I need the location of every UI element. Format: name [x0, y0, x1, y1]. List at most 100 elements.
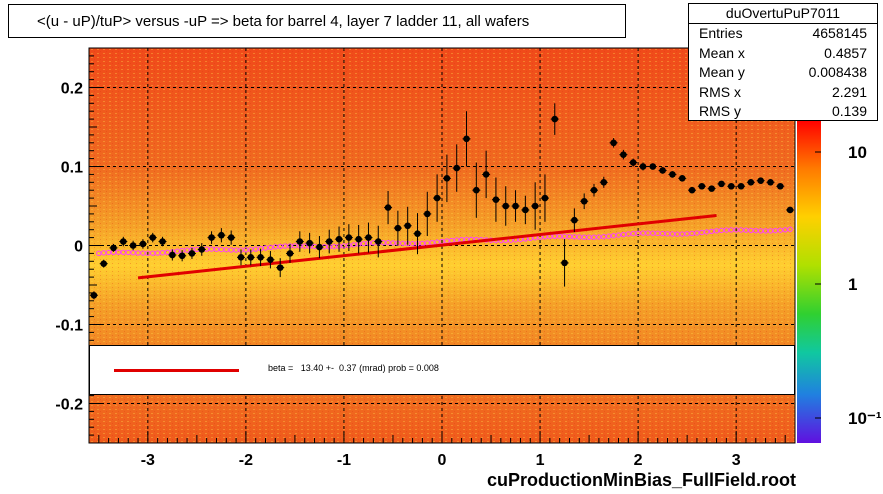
profile-circle — [272, 244, 279, 250]
profile-circle — [208, 246, 215, 252]
profile-circle — [674, 231, 681, 237]
profile-circle — [120, 249, 127, 255]
data-point — [737, 182, 745, 190]
data-point — [296, 238, 304, 245]
profile-circle — [150, 250, 156, 256]
plot-title-text: <(u - uP)/tuP> versus -uP => beta for ba… — [37, 12, 530, 30]
stats-box: duOvertuPuP7011 Entries 4658145 Mean x 0… — [688, 3, 878, 121]
data-point — [620, 151, 627, 158]
fit-line — [137, 213, 717, 280]
profile-circle — [409, 240, 416, 247]
stats-value: 0.4857 — [824, 44, 867, 61]
profile-circle — [762, 228, 769, 234]
profile-circle — [757, 228, 764, 234]
data-point — [198, 246, 206, 253]
colorbar-tick-label: 10⁻¹ — [848, 409, 882, 428]
profile-circle — [743, 227, 749, 233]
data-point — [590, 186, 598, 194]
profile-circle — [684, 231, 690, 237]
x-tick-label: 3 — [732, 452, 741, 469]
profile-circle — [669, 231, 676, 237]
data-point — [188, 250, 196, 257]
data-point — [404, 222, 411, 230]
profile-circle — [723, 227, 730, 233]
profile-circle — [331, 243, 337, 250]
data-point — [463, 135, 470, 143]
colorbar — [797, 120, 821, 443]
data-point — [600, 179, 608, 186]
profile-circle — [777, 227, 783, 233]
y-tick-label: 0.2 — [61, 81, 83, 98]
data-point — [414, 230, 421, 237]
data-point — [306, 239, 313, 247]
data-point — [512, 202, 519, 210]
profile-circle — [679, 231, 685, 237]
profile-circle — [145, 250, 151, 256]
profile-circle — [738, 227, 744, 233]
profile-circle — [164, 249, 171, 256]
profile-circle — [659, 230, 666, 237]
data-point — [139, 240, 147, 248]
profile-circle — [610, 232, 617, 239]
profile-circle — [390, 240, 396, 246]
profile-circle — [591, 234, 597, 240]
stats-label: RMS x — [699, 83, 741, 100]
data-point — [502, 202, 510, 210]
data-point — [482, 171, 490, 178]
data-point — [365, 234, 372, 241]
plot-title: <(u - uP)/tuP> versus -uP => beta for ba… — [8, 4, 626, 38]
data-point — [169, 251, 176, 259]
profile-circle — [282, 243, 288, 249]
profile-circle — [385, 240, 391, 246]
stats-row-rms-x: RMS x 2.291 — [689, 83, 877, 103]
x-tick-label: -2 — [239, 452, 253, 469]
profile-circle — [267, 244, 274, 251]
profile-circle — [277, 243, 283, 250]
profile-circle — [601, 233, 607, 240]
profile-circle — [292, 243, 298, 249]
data-point — [473, 186, 480, 194]
data-point — [335, 235, 343, 243]
profile-circle — [655, 230, 661, 237]
profile-circle — [184, 247, 190, 253]
data-point — [708, 185, 715, 192]
data-point — [227, 234, 235, 241]
data-point — [678, 175, 686, 182]
data-point — [776, 182, 784, 190]
profile-circle — [728, 227, 734, 233]
data-point — [443, 175, 451, 182]
profile-circle — [96, 250, 102, 256]
data-point — [159, 238, 166, 245]
data-point — [757, 177, 764, 185]
profile-circle — [228, 247, 234, 253]
stats-row-entries: Entries 4658145 — [689, 24, 877, 44]
x-tick-label: -1 — [337, 452, 351, 469]
data-point — [384, 204, 392, 211]
profile-circle — [419, 240, 426, 247]
data-point — [110, 244, 117, 252]
data-point — [659, 167, 666, 174]
profile-circle — [262, 245, 269, 251]
profile-circle — [130, 249, 136, 256]
stats-label: RMS y — [699, 103, 741, 119]
data-point — [718, 180, 725, 188]
data-point — [747, 179, 755, 186]
profile-circle — [767, 228, 774, 234]
stats-label: Mean x — [699, 44, 745, 61]
data-point — [561, 259, 568, 267]
data-point — [208, 234, 215, 241]
data-point — [531, 202, 539, 210]
profile-circle — [605, 233, 612, 239]
stats-name: duOvertuPuP7011 — [689, 4, 877, 24]
data-point — [120, 238, 127, 245]
profile-circle — [664, 231, 671, 237]
y-tick-label: -0.2 — [55, 397, 83, 414]
profile-circle — [561, 233, 568, 240]
data-point — [316, 243, 323, 251]
data-point — [492, 196, 500, 203]
profile-circle — [596, 234, 602, 240]
fit-legend: beta = 13.40 +- 0.37 (mrad) prob = 0.008 — [89, 345, 795, 395]
footer-filename: cuProductionMinBias_FullField.root — [487, 470, 797, 490]
stats-label: Mean y — [699, 64, 745, 80]
y-tick-label: -0.1 — [55, 318, 83, 335]
